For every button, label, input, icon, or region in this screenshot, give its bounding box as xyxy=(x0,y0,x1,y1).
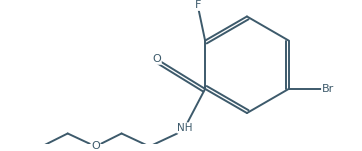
Text: F: F xyxy=(194,0,201,10)
Text: O: O xyxy=(152,54,161,64)
Text: NH: NH xyxy=(177,123,193,133)
Text: O: O xyxy=(91,141,100,151)
Text: Br: Br xyxy=(321,84,334,94)
